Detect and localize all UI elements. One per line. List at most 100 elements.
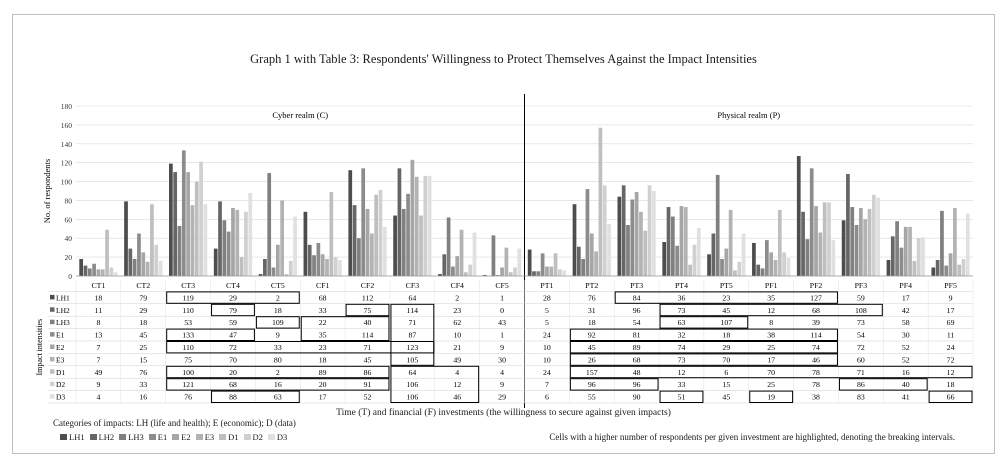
table-row-swatch	[50, 307, 55, 312]
highlight-box	[569, 378, 659, 391]
bar	[293, 216, 297, 276]
bar	[83, 265, 88, 276]
highlight-box	[390, 365, 480, 403]
table-cell: 133	[182, 331, 194, 340]
table-cell: 96	[633, 380, 641, 389]
bar	[472, 232, 477, 276]
bar	[814, 206, 818, 276]
table-cell: 71	[857, 368, 865, 377]
bar	[647, 185, 652, 276]
table-row-swatch	[50, 394, 55, 399]
table-cell: 68	[229, 380, 237, 389]
bar	[288, 260, 293, 276]
table-row-swatch	[50, 369, 55, 374]
table-cell: 35	[319, 331, 327, 340]
bar	[916, 238, 921, 276]
table-cell: 63	[274, 393, 282, 402]
table-column-header: CT1	[91, 281, 105, 290]
bar	[419, 215, 423, 276]
table-cell: 59	[229, 318, 237, 327]
table-cell: 64	[408, 368, 416, 377]
bar	[248, 192, 253, 276]
bar	[482, 275, 487, 276]
bar	[235, 209, 240, 276]
bar	[455, 256, 460, 276]
table-cell: 157	[586, 368, 598, 377]
bar	[414, 176, 419, 276]
table-cell: 71	[408, 318, 416, 327]
bar	[393, 215, 397, 276]
highlight-box	[211, 390, 300, 404]
table-cell: 114	[362, 331, 374, 340]
table-cell: 5	[545, 318, 549, 327]
bar	[451, 266, 455, 276]
bar	[145, 261, 150, 276]
table-column-header: CT3	[181, 281, 195, 290]
table-cell: 16	[139, 393, 147, 402]
table-column-header: PT2	[585, 281, 598, 290]
table-cell: 12	[678, 368, 686, 377]
table-cell: 69	[947, 318, 955, 327]
legend-label: D3	[276, 432, 288, 442]
table-row-swatch	[50, 344, 55, 349]
bar	[508, 272, 513, 276]
bar	[652, 191, 656, 276]
table-cell: 18	[947, 380, 955, 389]
table-cell: 74	[678, 343, 686, 352]
bar	[675, 245, 680, 276]
table-cell: 76	[184, 393, 192, 402]
bar	[536, 271, 541, 276]
bar	[562, 270, 567, 276]
table-cell: 58	[902, 318, 910, 327]
legend-label: E3	[204, 432, 215, 442]
table-cell: 40	[902, 380, 910, 389]
bar	[765, 240, 769, 276]
table-cell: 46	[812, 355, 820, 364]
table-cell: 20	[229, 368, 237, 377]
highlight-box	[211, 303, 255, 317]
bar	[818, 232, 823, 276]
bar	[137, 233, 141, 276]
table-cell: 13	[95, 331, 103, 340]
highlight-box	[569, 365, 973, 379]
table-row-swatch	[50, 381, 55, 387]
table-cell: 86	[364, 368, 372, 377]
bar	[333, 257, 338, 276]
bar	[267, 173, 272, 276]
table-cell: 49	[95, 368, 103, 377]
table-cell: 18	[95, 293, 103, 302]
bar	[173, 172, 178, 276]
bar	[621, 185, 626, 276]
bar	[594, 251, 598, 276]
table-cell: 73	[678, 306, 686, 315]
table-cell: 68	[812, 306, 820, 315]
bar	[545, 266, 549, 276]
highlight-box	[569, 328, 838, 342]
bar	[218, 201, 222, 276]
bar	[752, 242, 756, 276]
bar	[495, 275, 500, 276]
bar	[688, 264, 692, 276]
bar	[801, 211, 805, 276]
categories-note: Categories of impacts: LH (life and heal…	[53, 418, 296, 428]
y-tick-label: 0	[68, 272, 72, 281]
bar	[517, 248, 522, 276]
bar	[459, 229, 464, 276]
table-column-header: CF5	[495, 281, 509, 290]
bar	[307, 244, 312, 276]
bar	[468, 264, 473, 276]
table-cell: 49	[453, 355, 461, 364]
bar	[96, 269, 101, 276]
table-column-header: CF4	[451, 281, 465, 290]
legend-swatch	[195, 434, 203, 440]
table-cell: 52	[902, 355, 910, 364]
legend-swatch	[243, 434, 251, 440]
table-cell: 87	[408, 331, 416, 340]
bar	[850, 207, 855, 276]
bar	[284, 274, 289, 276]
table-cell: 23	[453, 306, 461, 315]
highlight-box	[838, 378, 928, 391]
highlight-box	[166, 378, 390, 391]
bar	[961, 259, 966, 276]
table-cell: 12	[453, 380, 461, 389]
